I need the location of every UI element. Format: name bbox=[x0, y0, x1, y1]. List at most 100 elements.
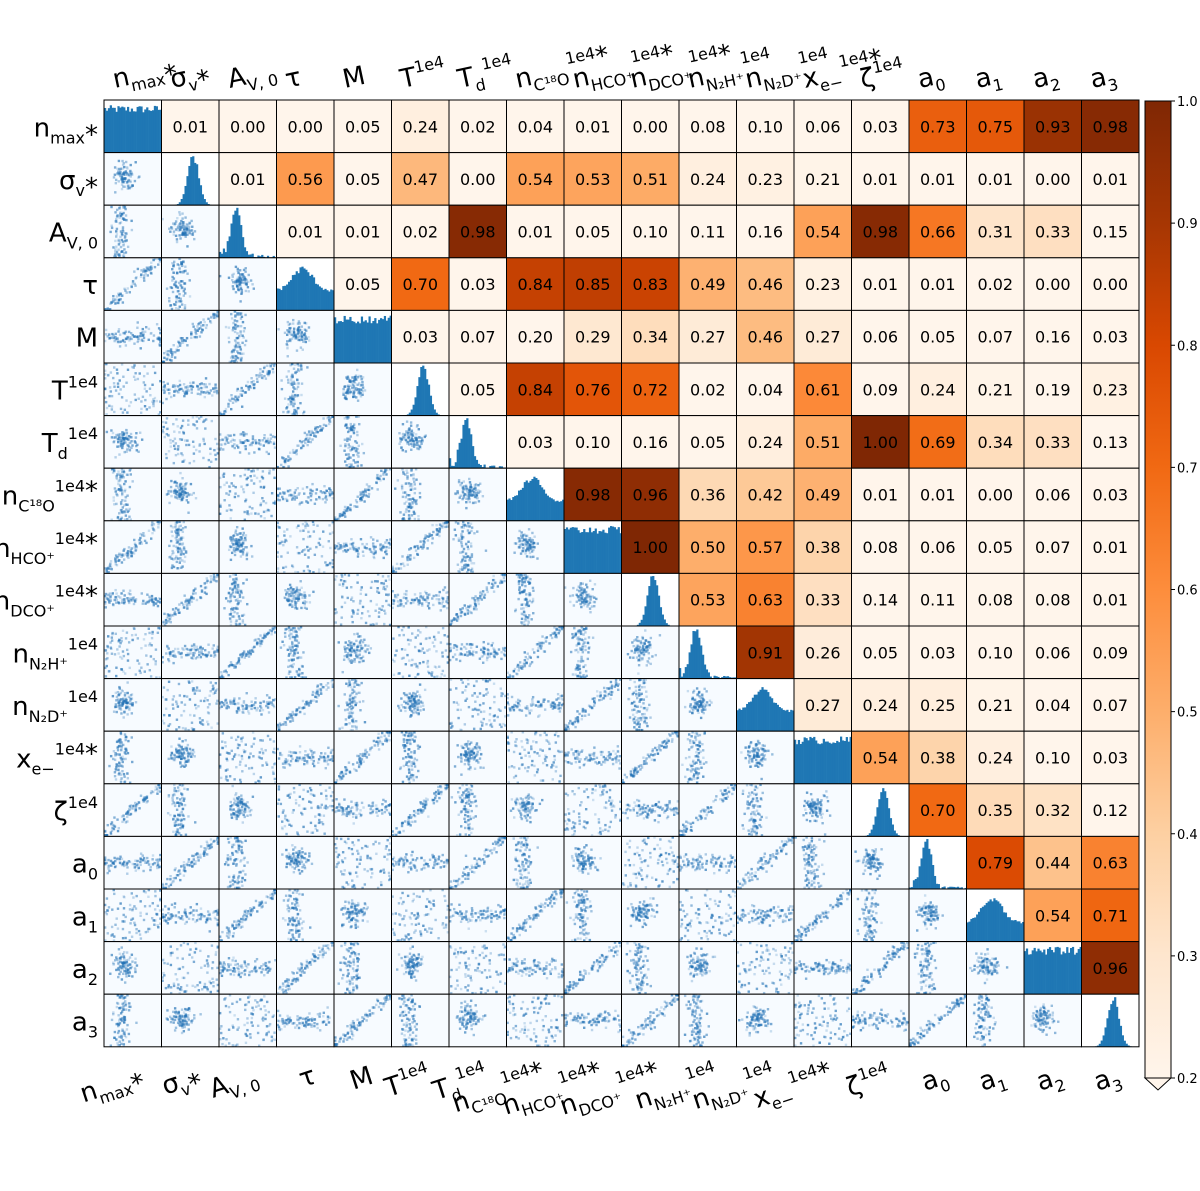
density-point bbox=[380, 469, 383, 472]
correlation-value: 0.61 bbox=[805, 380, 841, 399]
density-point bbox=[469, 522, 473, 525]
hist-bar bbox=[514, 495, 517, 521]
hist-bar bbox=[148, 110, 151, 153]
correlation-value: 0.16 bbox=[1035, 328, 1071, 347]
cell-5-4 bbox=[333, 362, 392, 417]
density-point bbox=[172, 277, 176, 280]
density-point bbox=[461, 568, 465, 572]
density-point bbox=[126, 173, 129, 176]
density-point bbox=[382, 477, 385, 481]
density-point bbox=[449, 622, 453, 625]
hist-bar bbox=[659, 607, 663, 626]
density-point bbox=[273, 476, 276, 480]
density-point bbox=[214, 383, 217, 386]
density-point bbox=[185, 603, 188, 606]
cell-2-13: 0.98 bbox=[851, 204, 910, 259]
density-point bbox=[147, 338, 150, 341]
density-point bbox=[457, 522, 460, 525]
density-point bbox=[178, 223, 181, 226]
density-point bbox=[116, 372, 119, 375]
density-point bbox=[179, 492, 182, 496]
density-point bbox=[200, 649, 203, 653]
density-point bbox=[156, 263, 160, 266]
density-point bbox=[464, 552, 468, 555]
density-point bbox=[394, 568, 397, 571]
density-point bbox=[287, 594, 291, 598]
density-point bbox=[187, 227, 191, 231]
density-point bbox=[262, 510, 266, 514]
density-point bbox=[295, 495, 298, 498]
cell-6-8: 0.10 bbox=[563, 415, 622, 469]
density-point bbox=[377, 615, 381, 618]
density-point bbox=[178, 223, 182, 226]
cell-4-17: 0.03 bbox=[1081, 309, 1140, 364]
density-point bbox=[139, 671, 142, 675]
density-point bbox=[222, 412, 226, 416]
density-point bbox=[120, 639, 123, 643]
density-point bbox=[115, 245, 118, 248]
density-point bbox=[118, 453, 121, 456]
density-point bbox=[242, 613, 246, 617]
density-point bbox=[340, 605, 344, 609]
density-point bbox=[360, 464, 363, 467]
density-point bbox=[460, 481, 464, 485]
density-point bbox=[412, 473, 415, 476]
correlation-value: 0.07 bbox=[460, 328, 496, 347]
cell-8-7 bbox=[506, 520, 565, 574]
density-point bbox=[188, 225, 191, 229]
density-point bbox=[591, 587, 594, 591]
density-point bbox=[242, 352, 245, 355]
density-point bbox=[461, 555, 465, 558]
density-point bbox=[415, 502, 418, 506]
density-point bbox=[289, 363, 292, 367]
density-point bbox=[225, 509, 229, 512]
density-point bbox=[296, 368, 300, 371]
density-point bbox=[460, 535, 464, 538]
density-point bbox=[116, 337, 119, 340]
density-point bbox=[472, 607, 476, 611]
density-point bbox=[131, 480, 134, 483]
density-point bbox=[232, 325, 235, 329]
density-point bbox=[231, 329, 235, 332]
hist-bar bbox=[656, 585, 659, 626]
density-point bbox=[118, 167, 121, 171]
density-point bbox=[403, 564, 406, 568]
density-point bbox=[245, 384, 248, 388]
density-point bbox=[213, 653, 216, 656]
density-point bbox=[112, 382, 116, 385]
hist-bar bbox=[435, 412, 438, 416]
density-point bbox=[463, 613, 467, 616]
cell-6-3 bbox=[276, 415, 335, 469]
density-point bbox=[239, 287, 243, 290]
density-point bbox=[176, 528, 179, 532]
hist-bar bbox=[472, 446, 475, 469]
density-point bbox=[121, 339, 125, 343]
cell-6-13: 1.00 bbox=[851, 415, 910, 469]
density-point bbox=[142, 267, 146, 271]
density-point bbox=[334, 551, 337, 554]
density-point bbox=[114, 456, 117, 459]
density-point bbox=[103, 369, 107, 372]
density-point bbox=[121, 180, 124, 183]
density-point bbox=[485, 588, 489, 591]
density-point bbox=[236, 356, 240, 360]
density-point bbox=[409, 557, 412, 560]
density-point bbox=[519, 536, 523, 540]
density-point bbox=[347, 574, 351, 577]
density-point bbox=[241, 553, 245, 556]
density-point bbox=[589, 598, 592, 601]
density-point bbox=[161, 217, 164, 221]
density-point bbox=[241, 441, 245, 444]
hist-bar bbox=[316, 284, 319, 311]
density-point bbox=[111, 332, 114, 336]
correlation-cell bbox=[966, 152, 1024, 206]
cell-3-13: 0.01 bbox=[851, 257, 910, 311]
density-point bbox=[297, 382, 300, 385]
density-point bbox=[110, 429, 113, 432]
density-point bbox=[464, 543, 468, 546]
density-point bbox=[306, 366, 309, 369]
density-point bbox=[138, 372, 141, 375]
density-point bbox=[237, 341, 240, 345]
density-point bbox=[419, 592, 422, 595]
cell-7-13: 0.01 bbox=[851, 467, 910, 522]
